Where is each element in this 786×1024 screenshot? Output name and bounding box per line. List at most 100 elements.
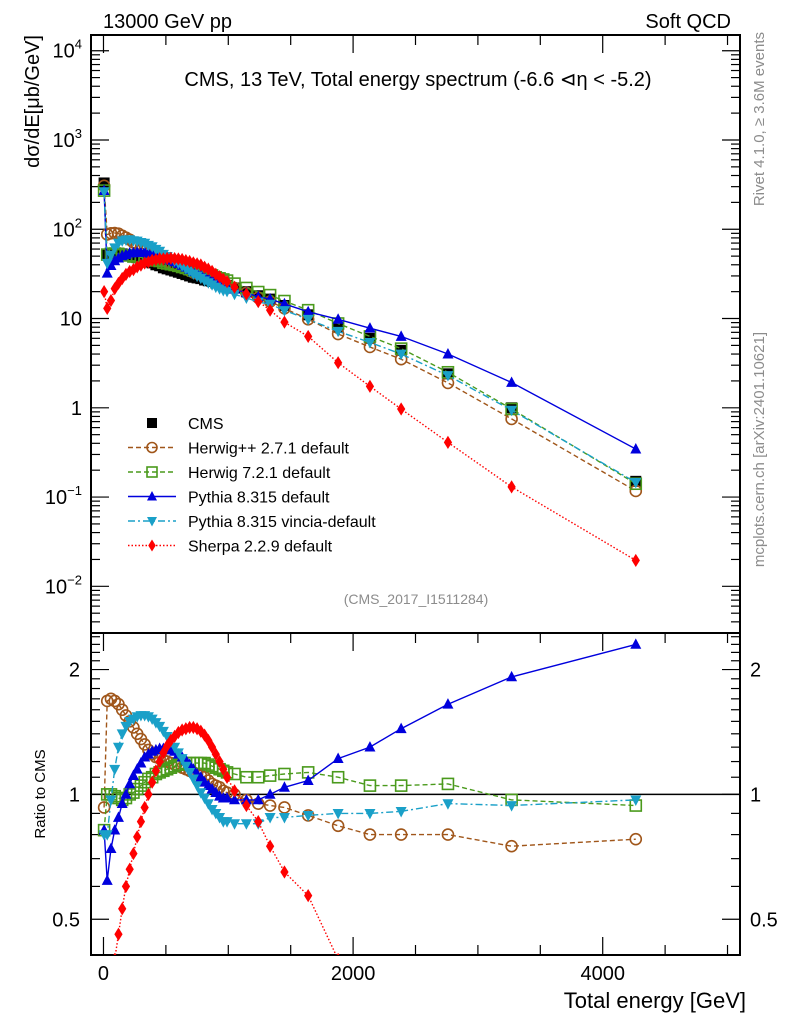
- data-point-vincia: [105, 795, 117, 806]
- data-point-vincia: [302, 810, 314, 822]
- y-tick-label: 104: [53, 37, 82, 63]
- data-point-sherpa: [192, 257, 202, 271]
- data-point-herwig7: [363, 779, 377, 792]
- data-point-sherpa: [163, 739, 172, 753]
- data-point-pythia: [252, 793, 264, 805]
- main-series-group: [97, 177, 643, 568]
- data-point-sherpa: [200, 728, 209, 742]
- data-point-herwigpp: [108, 694, 122, 708]
- data-point-vincia: [202, 799, 214, 810]
- data-point-herwigpp: [263, 799, 277, 812]
- data-point-herwigpp: [394, 828, 408, 841]
- data-point-vincia: [395, 806, 407, 818]
- data-point-pythia: [364, 322, 376, 333]
- data-point-pythia: [109, 824, 121, 835]
- data-point-pythia: [506, 670, 518, 682]
- data-point-pythia: [442, 347, 454, 359]
- data-point-pythia: [221, 791, 233, 803]
- y-tick-label: 2: [69, 660, 80, 682]
- data-point-vincia: [176, 754, 188, 765]
- data-point-sherpa: [507, 480, 516, 494]
- data-point-vincia: [116, 729, 128, 740]
- data-point-pythia: [442, 698, 454, 709]
- data-point-pythia: [278, 781, 290, 792]
- data-point-pythia: [506, 376, 518, 387]
- y-tick-label: 102: [53, 215, 82, 241]
- data-point-sherpa: [230, 280, 239, 294]
- x-axis-label: Total energy [GeV]: [564, 988, 746, 1013]
- chart-title: CMS, 13 TeV, Total energy spectrum (-6.6…: [184, 69, 651, 91]
- data-point-sherpa: [222, 275, 232, 289]
- data-point-herwigpp: [629, 832, 643, 846]
- legend-marker-pythia: [147, 491, 157, 501]
- data-point-herwig7: [130, 782, 144, 796]
- legend-item-herwig7: Herwig 7.2.1 default: [128, 465, 331, 482]
- data-point-sherpa: [265, 839, 275, 853]
- data-point-herwig7: [251, 770, 265, 784]
- data-point-vincia: [105, 250, 117, 262]
- data-point-sherpa: [230, 784, 239, 798]
- x-tick-label: 2000: [331, 963, 376, 985]
- legend-label: Herwig++ 2.7.1 default: [188, 441, 350, 458]
- data-point-sherpa: [136, 814, 146, 829]
- y-tick-label: 10−1: [45, 483, 82, 509]
- main-x-ticks: [102, 35, 729, 53]
- mcplots-source-label: mcplots.cern.ch [arXiv:2401.10621]: [751, 332, 768, 567]
- data-point-sherpa: [103, 301, 112, 315]
- y-tick-label: 0.5: [52, 909, 80, 931]
- data-point-sherpa: [192, 722, 202, 736]
- data-point-vincia: [169, 742, 181, 754]
- data-point-sherpa: [106, 293, 116, 308]
- data-point-pythia: [101, 874, 113, 885]
- data-point-pythia: [124, 777, 136, 789]
- data-point-vincia: [302, 314, 314, 326]
- data-point-vincia: [442, 371, 454, 382]
- data-point-pythia: [395, 330, 407, 341]
- data-point-sherpa: [222, 770, 232, 784]
- data-point-sherpa: [133, 830, 142, 844]
- data-point-pythia: [101, 267, 113, 278]
- data-point-sherpa: [242, 798, 251, 813]
- data-point-vincia: [180, 761, 192, 773]
- series-sherpa: [99, 251, 640, 568]
- data-point-sherpa: [140, 800, 149, 815]
- data-point-herwigpp: [331, 819, 345, 833]
- data-point-sherpa: [397, 402, 406, 416]
- data-point-vincia: [221, 286, 233, 298]
- data-point-vincia: [98, 187, 110, 198]
- legend-marker-sherpa: [148, 539, 156, 552]
- data-point-vincia: [161, 731, 173, 743]
- data-point-pythia: [395, 722, 407, 734]
- data-point-vincia: [395, 349, 407, 361]
- data-point-herwig7: [278, 767, 291, 781]
- legend-item-sherpa: Sherpa 2.2.9 default: [128, 539, 333, 556]
- series-line-sherpa: [114, 726, 337, 955]
- data-point-vincia: [172, 748, 184, 759]
- data-point-pythia: [229, 793, 241, 805]
- y-tick-label-right: 2: [750, 660, 761, 682]
- y-tick-label: 10−2: [45, 572, 82, 598]
- data-point-sherpa: [151, 253, 161, 267]
- data-point-sherpa: [118, 271, 127, 286]
- data-point-sherpa: [219, 272, 228, 286]
- series-pythia: [98, 184, 642, 454]
- data-point-vincia: [506, 405, 518, 417]
- data-point-sherpa: [304, 329, 313, 344]
- data-point-vincia: [184, 767, 196, 779]
- data-point-sherpa: [254, 814, 263, 829]
- legend-label: Herwig 7.2.1 default: [188, 465, 331, 482]
- data-point-vincia: [195, 788, 207, 799]
- data-point-pythia: [332, 752, 344, 763]
- main-y-axis-label: dσ/dE[μb/GeV]: [22, 35, 44, 168]
- data-point-herwig7: [394, 779, 408, 792]
- data-point-sherpa: [148, 775, 157, 789]
- legend-label: CMS: [188, 416, 224, 433]
- legend-item-pythia: Pythia 8.315 default: [128, 490, 330, 507]
- legend-marker-vincia: [147, 517, 157, 527]
- data-point-sherpa: [211, 747, 220, 761]
- ratio-y-axis: 2 2 1 1 0.5 0.5: [52, 636, 778, 931]
- ratio-x-axis: 0 2000 4000: [98, 633, 729, 985]
- data-point-herwig7: [441, 777, 455, 791]
- data-point-pythia: [112, 811, 124, 822]
